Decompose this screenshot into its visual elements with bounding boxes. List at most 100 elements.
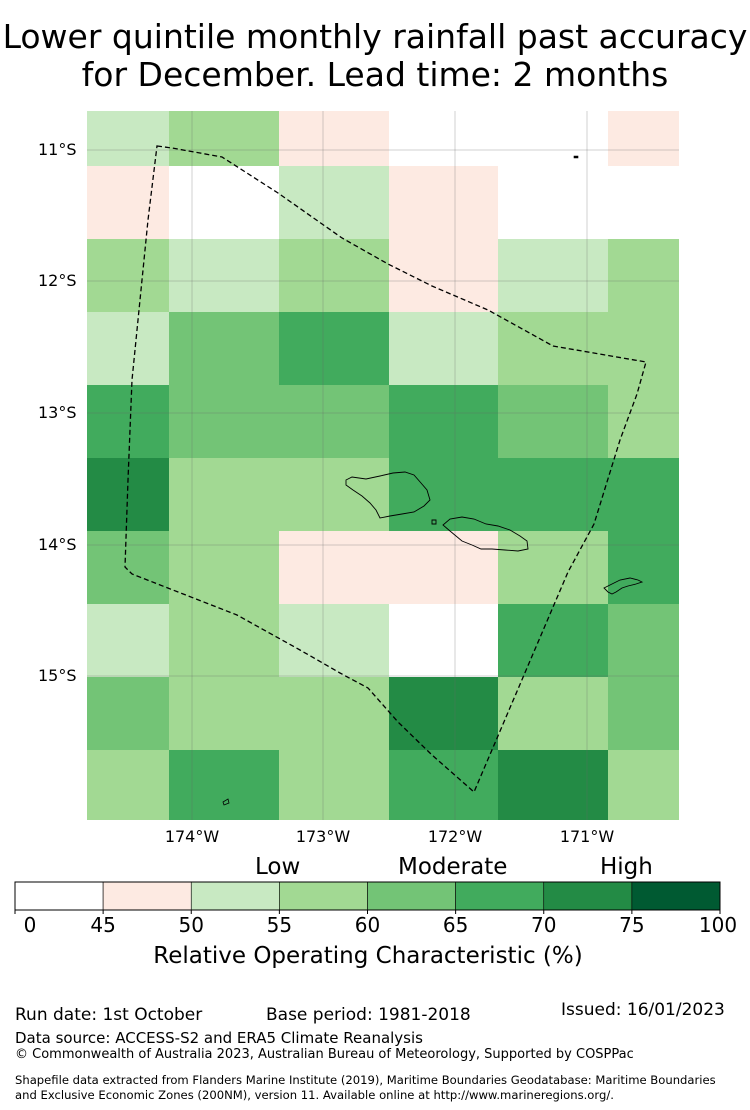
colorbar-tick-label: 100 <box>698 913 738 937</box>
latitude-label: 12°S <box>38 271 77 290</box>
grid-cell <box>169 750 279 820</box>
colorbar-segment <box>543 881 633 911</box>
latitude-label: 11°S <box>38 140 77 159</box>
shapefile-credit-line-1: Shapefile data extracted from Flanders M… <box>15 1073 716 1087</box>
grid-cell <box>498 458 608 531</box>
grid-cell <box>498 166 608 239</box>
colorbar-tick-label: 60 <box>354 913 381 937</box>
samoa-landmass <box>222 155 644 806</box>
grid-cell <box>87 385 169 458</box>
colorbar-title: Relative Operating Characteristic (%) <box>153 943 583 969</box>
grid-cell <box>87 750 169 820</box>
longitude-label: 174°W <box>164 827 220 846</box>
grid-cell <box>169 677 279 750</box>
grid-cell <box>87 677 169 750</box>
upolu-island-outline <box>442 516 529 552</box>
grid-cell <box>608 312 679 385</box>
colorbar-segment <box>631 881 721 911</box>
grid-cell <box>279 111 389 166</box>
longitude-label: 173°W <box>295 827 351 846</box>
grid-cell <box>389 604 498 677</box>
colorbar-tick-label: 45 <box>90 913 116 937</box>
grid-cell <box>498 111 608 166</box>
grid-cell <box>169 385 279 458</box>
grid-cell <box>279 604 389 677</box>
base-period: Base period: 1981-2018 <box>266 1005 471 1025</box>
grid-cell <box>389 166 498 239</box>
grid-cell <box>608 531 679 604</box>
grid-cell <box>498 750 608 820</box>
issued-date: Issued: 16/01/2023 <box>561 1000 725 1020</box>
grid-cell <box>279 385 389 458</box>
grid-cell <box>87 312 169 385</box>
colorbar-segment <box>455 881 545 911</box>
grid-cell <box>608 166 679 239</box>
rainfall-accuracy-grid <box>87 111 679 820</box>
savaii-island-outline <box>345 471 431 519</box>
grid-cell <box>498 385 608 458</box>
colorbar-segment <box>14 881 104 911</box>
tutuila-island-outline <box>603 577 644 595</box>
grid-cell <box>608 604 679 677</box>
grid-cell <box>87 111 169 166</box>
grid-cell <box>279 677 389 750</box>
manono-islet-outline <box>431 519 437 525</box>
grid-cell <box>169 531 279 604</box>
grid-cell <box>87 604 169 677</box>
longitude-label: 172°W <box>427 827 483 846</box>
latitude-label: 15°S <box>38 666 77 685</box>
category-low-label: Low <box>255 854 301 880</box>
grid-cell <box>87 166 169 239</box>
grid-cell <box>279 531 389 604</box>
colorbar-tick-label: 70 <box>531 913 557 937</box>
grid-cell <box>389 312 498 385</box>
title-line-2: for December. Lead time: 2 months <box>81 55 669 94</box>
colorbar-tick-label: 55 <box>266 913 293 937</box>
grid-cell <box>608 458 679 531</box>
latitude-label: 14°S <box>38 535 77 554</box>
grid-cell <box>169 458 279 531</box>
colorbar <box>14 881 721 914</box>
grid-cell <box>498 531 608 604</box>
colorbar-tick-label: 75 <box>619 913 645 937</box>
grid-cell <box>169 312 279 385</box>
grid-cell <box>169 111 279 166</box>
grid-cell <box>498 604 608 677</box>
colorbar-segment <box>367 881 456 911</box>
grid-cell <box>169 166 279 239</box>
colorbar-segment <box>279 881 368 911</box>
grid-cell <box>389 239 498 312</box>
rose-islet-outline <box>222 798 230 806</box>
grid-cell <box>389 458 498 531</box>
grid-cell <box>169 239 279 312</box>
grid-cell <box>389 677 498 750</box>
grid-cell <box>498 677 608 750</box>
grid-cell <box>608 239 679 312</box>
data-source: Data source: ACCESS-S2 and ERA5 Climate … <box>15 1029 423 1047</box>
grid-cell <box>498 239 608 312</box>
swains-islet-outline <box>573 155 579 159</box>
grid-cell <box>608 385 679 458</box>
grid-cell <box>608 677 679 750</box>
grid-cell <box>389 385 498 458</box>
grid-cell <box>279 312 389 385</box>
map-title: Lower quintile monthly rainfall past acc… <box>0 18 750 94</box>
run-date: Run date: 1st October <box>15 1005 203 1025</box>
colorbar-tick-label: 0 <box>23 913 37 937</box>
colorbar-segment <box>102 881 192 911</box>
colorbar-tick-label: 65 <box>442 913 469 937</box>
grid-cell <box>389 531 498 604</box>
latitude-label: 13°S <box>38 403 77 422</box>
grid-cell <box>389 750 498 820</box>
colorbar-segment <box>190 881 280 911</box>
grid-cell <box>87 531 169 604</box>
grid-cell <box>608 750 679 820</box>
grid-cell <box>279 458 389 531</box>
category-moderate-label: Moderate <box>398 854 508 880</box>
grid-cell <box>279 166 389 239</box>
grid-cell <box>498 312 608 385</box>
grid-cell <box>608 111 679 166</box>
colorbar-tick-label: 50 <box>178 913 204 937</box>
grid-cell <box>87 239 169 312</box>
